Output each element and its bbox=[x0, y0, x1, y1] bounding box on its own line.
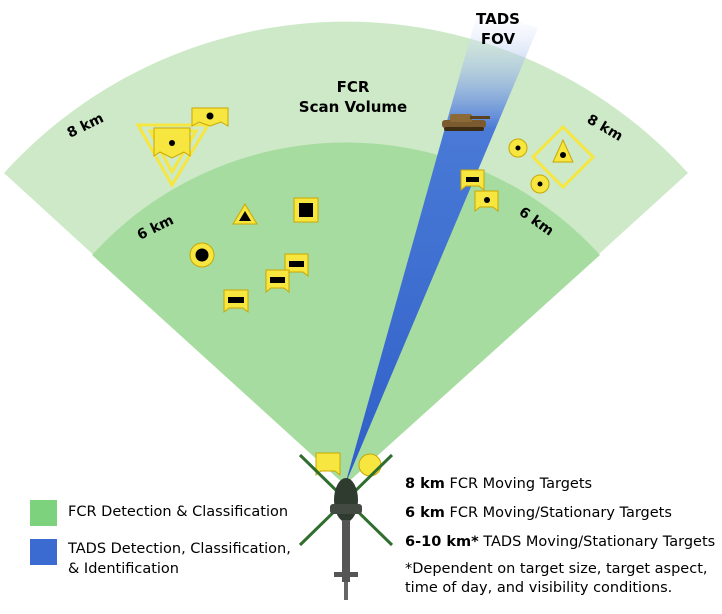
fcr-legend-swatch bbox=[30, 500, 57, 526]
circle-target-icon bbox=[508, 138, 528, 158]
tads-legend-swatch bbox=[30, 539, 57, 565]
note-text: FCR Moving/Stationary Targets bbox=[444, 505, 672, 521]
note-range: 6-10 km* bbox=[405, 534, 479, 550]
tads-legend-label-line1: TADS Detection, Classification, bbox=[68, 541, 291, 557]
note-text: TADS Moving/Stationary Targets bbox=[478, 534, 716, 550]
footnote-line2: time of day, and visibility conditions. bbox=[405, 580, 673, 596]
tads-legend-label-line2: & Identification bbox=[68, 561, 179, 577]
note-6-10km: 6-10 km* TADS Moving/Stationary Targets bbox=[405, 534, 715, 550]
target-group-triangle-icon bbox=[135, 123, 211, 188]
circle-target-icon bbox=[358, 453, 382, 477]
fcr-legend-label: FCR Detection & Classification bbox=[68, 504, 289, 520]
tads-fov-label-line2: FOV bbox=[481, 30, 516, 48]
note-range: 6 km bbox=[405, 505, 445, 521]
tads-fov-label-line1: TADS bbox=[476, 10, 520, 28]
note-8km: 8 km FCR Moving Targets bbox=[405, 476, 592, 492]
helicopter-icon bbox=[298, 453, 394, 600]
moving-vehicle-icon bbox=[191, 107, 229, 127]
wheeled-vehicle-icon bbox=[460, 169, 485, 192]
wheeled-vehicle-icon bbox=[315, 452, 341, 477]
triangle-target-icon bbox=[232, 203, 258, 225]
wheeled-vehicle-icon bbox=[474, 190, 499, 213]
circle-target-icon bbox=[530, 174, 550, 194]
wheeled-vehicle-icon bbox=[223, 289, 249, 314]
square-target-icon bbox=[293, 197, 319, 223]
note-range: 8 km bbox=[405, 476, 445, 492]
tank-icon bbox=[442, 114, 490, 131]
fcr-scan-label-line1: FCR bbox=[337, 78, 370, 96]
fcr-inner-scan-band bbox=[92, 142, 600, 486]
note-6km: 6 km FCR Moving/Stationary Targets bbox=[405, 505, 672, 521]
circle-target-icon bbox=[189, 242, 215, 268]
note-text: FCR Moving Targets bbox=[444, 476, 593, 492]
footnote-line1: *Dependent on target size, target aspect… bbox=[405, 561, 708, 577]
tads-fov-beam bbox=[345, 10, 538, 485]
fcr-scan-label-line2: Scan Volume bbox=[299, 98, 407, 116]
wheeled-vehicle-icon bbox=[265, 269, 290, 294]
target-group-diamond-icon bbox=[530, 124, 596, 190]
